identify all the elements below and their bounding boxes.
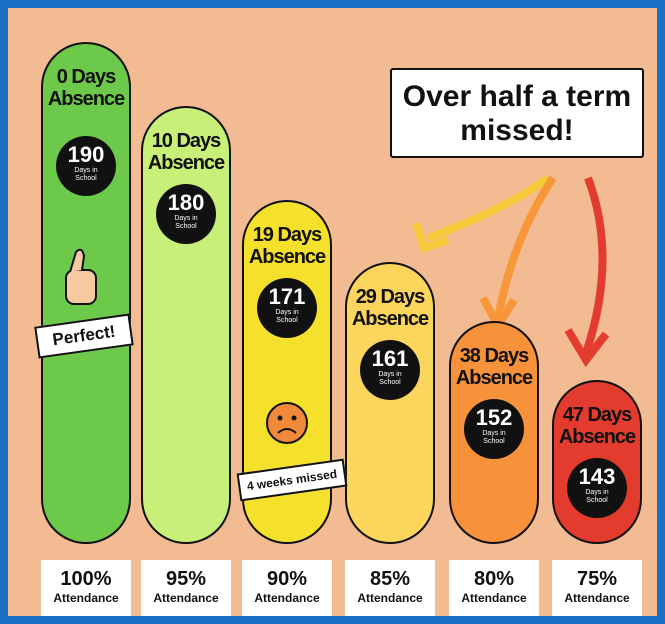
infographic: 0 DaysAbsence190Days in School10 DaysAbs…: [0, 0, 665, 624]
attendance-box: 75%Attendance: [552, 560, 642, 616]
attendance-percent: 75%: [552, 568, 642, 591]
sad-face: [267, 403, 307, 443]
attendance-box: 100%Attendance: [41, 560, 131, 616]
attendance-label: Attendance: [41, 591, 131, 605]
attendance-label: Attendance: [552, 591, 642, 605]
thumbs-up: [66, 250, 96, 304]
attendance-box: 90%Attendance: [242, 560, 332, 616]
attendance-box: 80%Attendance: [449, 560, 539, 616]
attendance-label: Attendance: [345, 591, 435, 605]
attendance-label: Attendance: [449, 591, 539, 605]
attendance-label: Attendance: [242, 591, 332, 605]
attendance-box: 95%Attendance: [141, 560, 231, 616]
attendance-percent: 95%: [141, 568, 231, 591]
attendance-percent: 85%: [345, 568, 435, 591]
half-term-callout: Over half a term missed!: [390, 68, 644, 158]
attendance-percent: 80%: [449, 568, 539, 591]
attendance-label: Attendance: [141, 591, 231, 605]
attendance-percent: 100%: [41, 568, 131, 591]
attendance-box: 85%Attendance: [345, 560, 435, 616]
attendance-percent: 90%: [242, 568, 332, 591]
